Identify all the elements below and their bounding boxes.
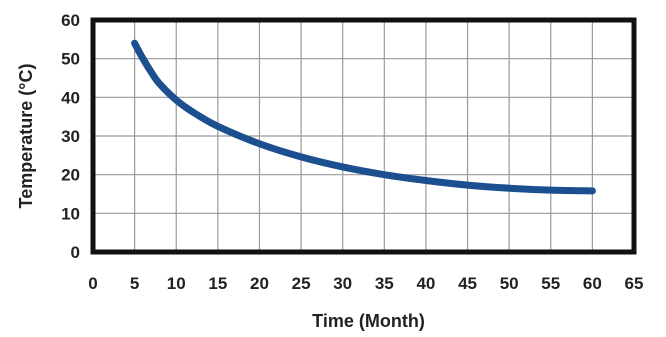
y-tick-label: 40 — [61, 88, 80, 107]
y-tick-label: 10 — [61, 204, 80, 223]
y-tick-label: 20 — [61, 166, 80, 185]
grid-lines — [92, 19, 635, 253]
y-tick-labels: 0 10 20 30 40 50 60 — [61, 11, 80, 262]
x-tick-label: 40 — [416, 274, 435, 293]
x-tick-label: 5 — [130, 274, 139, 293]
y-tick-label: 0 — [71, 243, 80, 262]
y-tick-label: 50 — [61, 50, 80, 69]
x-tick-label: 55 — [541, 274, 560, 293]
x-tick-label: 35 — [375, 274, 394, 293]
x-axis-label: Time (Month) — [312, 311, 425, 331]
x-tick-label: 65 — [625, 274, 644, 293]
x-tick-label: 0 — [88, 274, 97, 293]
x-tick-label: 30 — [333, 274, 352, 293]
y-tick-label: 60 — [61, 11, 80, 30]
x-tick-label: 10 — [167, 274, 186, 293]
plot-frame — [90, 17, 637, 255]
x-tick-label: 45 — [458, 274, 477, 293]
x-tick-labels: 0 5 10 15 20 25 30 35 40 45 50 55 60 65 — [88, 274, 643, 293]
x-tick-label: 60 — [583, 274, 602, 293]
x-tick-label: 50 — [500, 274, 519, 293]
x-tick-label: 25 — [292, 274, 311, 293]
y-axis-label: Temperature (°C) — [16, 64, 36, 209]
series-line — [131, 39, 596, 195]
y-tick-label: 30 — [61, 127, 80, 146]
x-tick-label: 20 — [250, 274, 269, 293]
x-tick-label: 15 — [208, 274, 227, 293]
